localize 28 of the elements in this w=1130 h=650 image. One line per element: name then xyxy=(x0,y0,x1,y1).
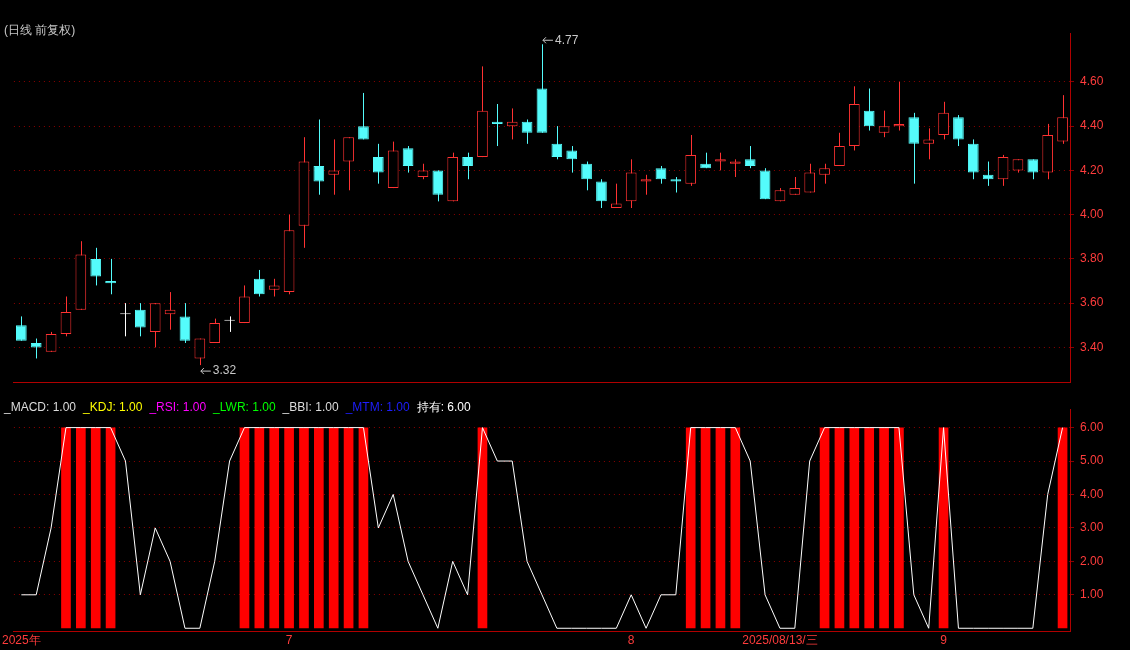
y-tick-label: 5.00 xyxy=(1080,453,1104,468)
annotation: _BBI: 1.00 xyxy=(282,400,339,414)
y-tick-label: 4.40 xyxy=(1080,118,1104,133)
y-tick-label: 4.60 xyxy=(1080,74,1104,89)
y-tick-label: 1.00 xyxy=(1080,587,1104,602)
y-tick-label: 6.00 xyxy=(1080,419,1104,434)
annotation: _KDJ: 1.00 xyxy=(83,400,143,414)
x-tick-label: 2025年 xyxy=(2,633,41,648)
y-tick-label: 2.00 xyxy=(1080,553,1104,568)
y-tick-label: 3.00 xyxy=(1080,520,1104,535)
annotation: _LWR: 1.00 xyxy=(213,400,276,414)
y-tick-label: 3.40 xyxy=(1080,339,1104,354)
x-tick-label: 9 xyxy=(940,633,948,648)
x-tick-label: 7 xyxy=(285,633,293,648)
y-tick-label: 4.00 xyxy=(1080,206,1104,221)
y-tick-label: 3.60 xyxy=(1080,295,1104,310)
annotation: _MTM: 1.00 xyxy=(345,400,410,414)
annotation: 3.32 xyxy=(212,363,237,378)
y-tick-label: 4.00 xyxy=(1080,486,1104,501)
y-tick-label: 3.80 xyxy=(1080,251,1104,266)
x-tick-label: 8 xyxy=(627,633,635,648)
annotation: 持有: 6.00 xyxy=(416,400,471,414)
annotation: _RSI: 1.00 xyxy=(149,400,207,414)
annotation: 4.77 xyxy=(554,32,579,47)
y-tick-label: 4.20 xyxy=(1080,162,1104,177)
chart-title: (日线 前复权) xyxy=(4,22,76,39)
x-tick-label: 2025/08/13/三 xyxy=(742,633,818,648)
annotation: _MACD: 1.00 xyxy=(4,400,77,414)
